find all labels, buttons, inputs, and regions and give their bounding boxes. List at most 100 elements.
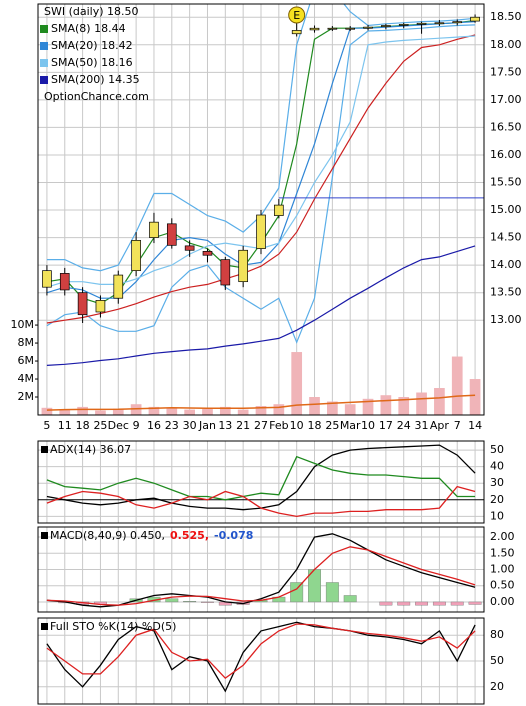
candle-body <box>256 214 266 249</box>
volume-bar <box>130 404 142 415</box>
y-tick-label: 20 <box>490 493 504 506</box>
volume-bar <box>398 397 410 415</box>
y-tick-label: 2.00 <box>490 530 515 543</box>
y-tick-label: 14.00 <box>490 258 522 271</box>
candle-body <box>184 245 195 251</box>
candle-body <box>309 27 320 31</box>
volume-bar <box>184 409 195 415</box>
y-tick-label: 17.00 <box>490 93 522 106</box>
band-lower <box>46 24 476 344</box>
y-tick-label: 40 <box>490 460 504 473</box>
volume-bar <box>309 397 320 415</box>
y-tick-label: 30 <box>490 476 504 489</box>
panel-frame <box>37 440 485 524</box>
x-tick-label: 24 <box>397 419 411 432</box>
panel-frame <box>37 526 485 613</box>
volume-bar <box>362 398 374 415</box>
y-tick-label: 1.00 <box>490 563 515 576</box>
volume-bar <box>237 409 249 415</box>
x-tick-label: 16 <box>147 419 161 432</box>
legend-key <box>40 25 48 33</box>
volume-bar <box>344 404 356 415</box>
histogram-bar <box>415 601 429 606</box>
y2-tick-label: 6M <box>18 354 35 367</box>
x-tick-label: 31 <box>415 419 429 432</box>
x-tick-label: 17 <box>379 419 393 432</box>
x-tick-label: 10 <box>290 419 304 432</box>
y-tick-label: 50 <box>490 654 504 667</box>
y-tick-label: 16.00 <box>490 148 522 161</box>
volume-bar <box>148 406 160 415</box>
legend-key <box>41 623 48 630</box>
panel-title: ADX(14) 36.07 <box>50 443 131 456</box>
volume-bar <box>219 406 231 415</box>
legend-label: SMA(8) 18.44 <box>51 22 126 35</box>
volume-bar <box>469 379 481 415</box>
volume-bar <box>327 401 338 415</box>
candle-body <box>113 274 124 299</box>
histogram-bar <box>343 595 357 603</box>
indicator-line <box>46 485 476 518</box>
indicator-line <box>46 621 476 693</box>
x-tick-label: 14 <box>468 419 482 432</box>
panel <box>38 4 484 415</box>
candle-body <box>202 251 213 256</box>
volume-bar <box>255 406 267 415</box>
volume-bar <box>77 406 88 415</box>
panel-title: -0.078 <box>214 529 253 542</box>
candle-body <box>42 270 52 288</box>
histogram-bar <box>468 601 482 605</box>
x-tick-label: Mar <box>340 419 361 432</box>
x-tick-label: 13 <box>218 419 232 432</box>
x-tick-label: 18 <box>308 419 322 432</box>
candle-body <box>381 25 391 27</box>
panel-title: MACD(8,40,9) 0.450, <box>50 529 165 542</box>
panel <box>38 441 484 523</box>
legend-label: SMA(50) 18.16 <box>51 56 133 69</box>
histogram-bar <box>379 601 393 606</box>
candle-body <box>59 273 70 291</box>
indicator-line <box>46 623 476 680</box>
x-tick-label: 23 <box>165 419 179 432</box>
candle-body <box>220 259 231 286</box>
indicator-line <box>46 455 476 501</box>
y-tick-label: 0.50 <box>490 579 515 592</box>
volume-bar <box>451 356 463 415</box>
y-tick-label: 14.50 <box>490 231 522 244</box>
panel <box>38 618 484 704</box>
histogram-bar <box>201 601 214 603</box>
x-tick-label: 30 <box>183 419 197 432</box>
volume-bar <box>416 392 427 415</box>
x-tick-label: 9 <box>133 419 140 432</box>
candle-body <box>434 22 445 25</box>
x-tick-label: Feb <box>269 419 288 432</box>
x-tick-label: 27 <box>254 419 268 432</box>
candle-body <box>363 26 373 29</box>
legend-label: SMA(20) 18.42 <box>51 39 133 52</box>
volume-bar <box>202 408 213 415</box>
candle-body <box>452 21 463 24</box>
x-tick-label: 11 <box>58 419 72 432</box>
candle-body <box>131 240 141 272</box>
legend-key <box>41 532 48 539</box>
indicator-line <box>46 546 476 606</box>
candle-body <box>238 249 248 283</box>
candle-body <box>274 204 284 216</box>
volume-bar <box>291 352 303 415</box>
histogram-bar <box>165 598 179 603</box>
panel-frame <box>37 3 485 416</box>
y-tick-label: 17.50 <box>490 65 522 78</box>
volume-bar <box>273 404 285 415</box>
candle-body <box>77 292 88 316</box>
x-tick-label: Dec <box>108 419 129 432</box>
histogram-bar <box>290 582 304 603</box>
volume-bar <box>434 388 445 415</box>
x-tick-label: Jan <box>198 419 216 432</box>
y-tick-label: 13.50 <box>490 286 522 299</box>
histogram-bar <box>450 601 464 606</box>
y2-tick-label: 2M <box>18 390 35 403</box>
histogram-bar <box>325 582 339 603</box>
y-tick-label: 20 <box>490 680 504 693</box>
histogram-bar <box>432 601 446 606</box>
